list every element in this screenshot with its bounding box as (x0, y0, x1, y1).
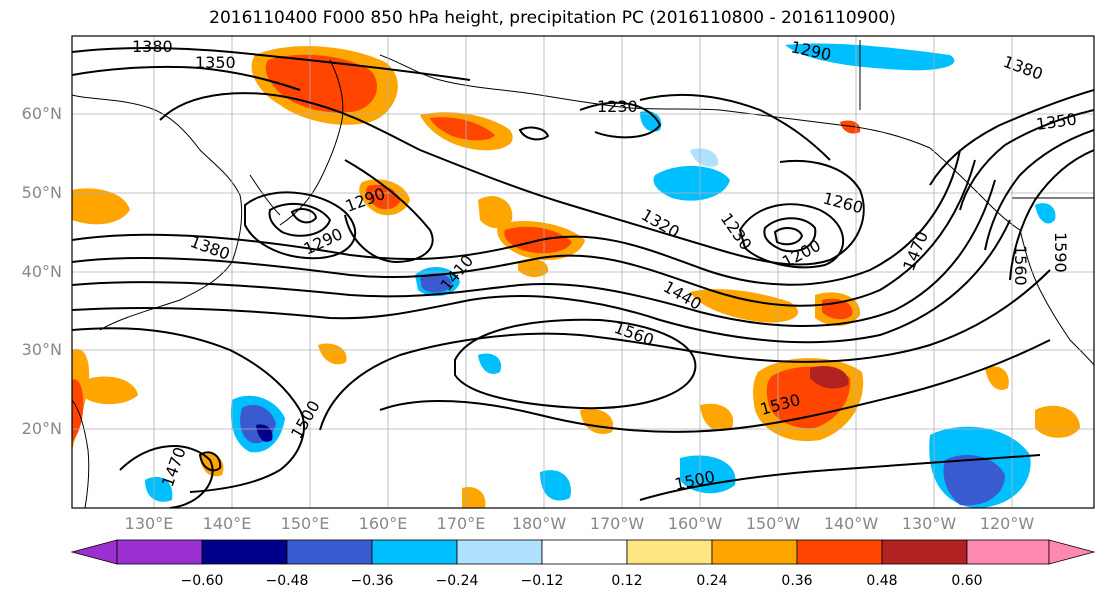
lon-label: 120°W (979, 514, 1035, 533)
colorbar-tick-label: −0.36 (350, 573, 394, 589)
colorbar-segment (796, 539, 883, 565)
colorbar-segment (456, 539, 543, 565)
colorbar-extend-high (1048, 539, 1096, 565)
precip-blob (430, 117, 495, 141)
lat-label: 20°N (21, 419, 62, 438)
precip-blob (690, 289, 799, 323)
chart-title: 2016110400 F000 850 hPa height, precipit… (209, 8, 896, 28)
colorbar-segment (116, 539, 203, 565)
lon-label: 180°W (511, 514, 567, 533)
lon-label: 140°E (202, 514, 252, 533)
lon-label: 160°W (667, 514, 723, 533)
colorbar-tick-label: −0.48 (265, 573, 309, 589)
lon-label: 130°E (124, 514, 174, 533)
precip-blob (478, 196, 513, 229)
lon-label: 130°W (901, 514, 957, 533)
colorbar-segment (286, 539, 373, 565)
precip-blob (462, 486, 486, 508)
colorbar-tick-label: 0.48 (866, 573, 898, 589)
lon-label: 170°E (436, 514, 486, 533)
precip-blob (478, 353, 502, 375)
colorbar-tick-label: −0.24 (435, 573, 479, 589)
precip-blob (145, 476, 173, 502)
colorbar-extend-low (70, 539, 118, 565)
colorbar-segment (881, 539, 968, 565)
precip-blob (810, 365, 849, 389)
map-border (71, 35, 1095, 509)
lat-label: 40°N (21, 262, 62, 281)
colorbar-segment (371, 539, 458, 565)
precip-blob (943, 455, 1005, 506)
precip-blob (85, 376, 138, 405)
lon-label: 160°E (358, 514, 408, 533)
precip-blob (840, 120, 861, 134)
lon-label: 150°W (745, 514, 801, 533)
lat-label: 60°N (21, 104, 62, 123)
precip-blob (690, 148, 719, 167)
contour-label: 1350 (195, 53, 236, 72)
precip-blob (653, 165, 730, 201)
precip-blob (318, 343, 347, 365)
colorbar-segment (541, 539, 628, 565)
colorbar (70, 539, 1096, 565)
contour-label: 1230 (597, 97, 638, 116)
colorbar-segment (626, 539, 713, 565)
colorbar-tick-label: 0.60 (951, 573, 983, 589)
precip-blob (680, 455, 736, 494)
lat-label: 50°N (21, 183, 62, 202)
lon-label: 140°W (823, 514, 879, 533)
colorbar-tick-label: 0.36 (781, 573, 813, 589)
lon-label: 170°W (589, 514, 645, 533)
graticule (72, 36, 1094, 508)
contour-label: 1590 (1051, 232, 1070, 273)
colorbar-segment (201, 539, 288, 565)
precip-blob (540, 470, 571, 501)
colorbar-segment (711, 539, 798, 565)
colorbar-segment (966, 539, 1050, 565)
colorbar-tick-label: 0.12 (611, 573, 643, 589)
precip-blob (1035, 405, 1080, 438)
colorbar-tick-label: −0.12 (520, 573, 564, 589)
precip-blob (640, 111, 662, 132)
colorbar-tick-label: 0.24 (696, 573, 728, 589)
height-contours (72, 47, 1094, 508)
precip-blob (985, 366, 1009, 390)
coastlines (72, 40, 1094, 508)
precip-blob (420, 273, 452, 293)
contour-label: 1560 (1011, 245, 1030, 286)
precip-blob (518, 258, 549, 278)
precip-blob (785, 43, 955, 71)
precip-anomaly-layer (72, 43, 1080, 508)
precip-blob (72, 188, 130, 225)
precip-blob (1035, 203, 1056, 224)
colorbar-tick-label: −0.60 (180, 573, 224, 589)
contour-label: 1380 (132, 37, 173, 56)
lon-label: 150°E (280, 514, 330, 533)
lat-label: 30°N (21, 340, 62, 359)
precip-blob (700, 403, 734, 432)
